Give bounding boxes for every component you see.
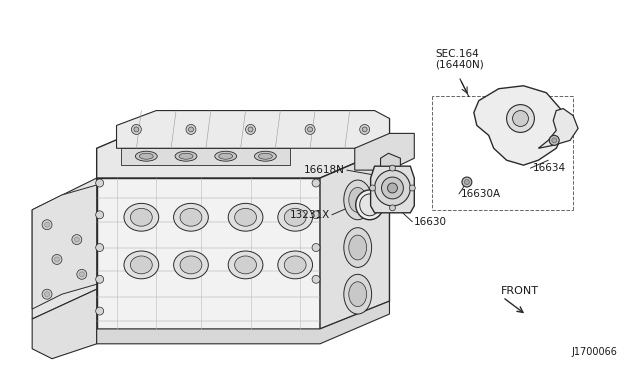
Circle shape	[52, 254, 62, 264]
Ellipse shape	[349, 235, 367, 260]
Ellipse shape	[180, 208, 202, 226]
Ellipse shape	[278, 203, 312, 231]
Circle shape	[381, 177, 403, 199]
Circle shape	[374, 170, 410, 206]
Text: SEC.164: SEC.164	[435, 49, 479, 59]
Circle shape	[131, 125, 141, 134]
Circle shape	[79, 272, 84, 277]
Circle shape	[552, 138, 557, 143]
Ellipse shape	[235, 256, 257, 274]
Polygon shape	[474, 86, 566, 165]
Ellipse shape	[344, 274, 372, 314]
Circle shape	[308, 127, 312, 132]
Ellipse shape	[136, 151, 157, 161]
Circle shape	[134, 127, 139, 132]
Circle shape	[77, 269, 87, 279]
Polygon shape	[122, 148, 290, 165]
Polygon shape	[32, 178, 97, 319]
Circle shape	[387, 183, 397, 193]
Circle shape	[360, 125, 370, 134]
Circle shape	[312, 275, 320, 283]
Ellipse shape	[173, 251, 209, 279]
Circle shape	[390, 205, 396, 211]
Circle shape	[72, 235, 82, 244]
Text: (16440N): (16440N)	[435, 60, 484, 70]
Circle shape	[390, 165, 396, 171]
Circle shape	[74, 237, 79, 242]
Text: J1700066: J1700066	[572, 347, 618, 357]
Circle shape	[312, 179, 320, 187]
Circle shape	[45, 222, 49, 227]
Ellipse shape	[344, 228, 372, 267]
Ellipse shape	[278, 251, 312, 279]
Polygon shape	[355, 134, 414, 170]
Ellipse shape	[228, 251, 263, 279]
Circle shape	[189, 127, 193, 132]
Polygon shape	[97, 119, 390, 178]
Circle shape	[305, 125, 315, 134]
Ellipse shape	[349, 282, 367, 307]
Circle shape	[362, 127, 367, 132]
Circle shape	[96, 244, 104, 251]
Circle shape	[465, 180, 469, 185]
Ellipse shape	[175, 151, 197, 161]
Ellipse shape	[360, 194, 380, 216]
Circle shape	[42, 289, 52, 299]
Ellipse shape	[228, 203, 263, 231]
Circle shape	[312, 211, 320, 219]
Ellipse shape	[349, 187, 367, 212]
Ellipse shape	[180, 256, 202, 274]
Ellipse shape	[284, 208, 306, 226]
Circle shape	[96, 179, 104, 187]
Ellipse shape	[255, 151, 276, 161]
Circle shape	[42, 220, 52, 230]
Text: 16618N: 16618N	[304, 165, 345, 175]
Polygon shape	[116, 110, 390, 148]
Ellipse shape	[284, 256, 306, 274]
Circle shape	[507, 105, 534, 132]
Text: 13231X: 13231X	[290, 210, 330, 220]
Ellipse shape	[131, 208, 152, 226]
Polygon shape	[97, 178, 320, 329]
Circle shape	[462, 177, 472, 187]
Circle shape	[410, 185, 415, 191]
Text: 16634: 16634	[532, 163, 566, 173]
Polygon shape	[538, 109, 578, 148]
Ellipse shape	[179, 153, 193, 159]
Circle shape	[248, 127, 253, 132]
Ellipse shape	[344, 180, 372, 220]
Circle shape	[549, 135, 559, 145]
Polygon shape	[32, 289, 97, 359]
Ellipse shape	[131, 256, 152, 274]
Polygon shape	[381, 153, 401, 166]
Circle shape	[312, 244, 320, 251]
Circle shape	[96, 211, 104, 219]
Circle shape	[513, 110, 529, 126]
Polygon shape	[371, 166, 414, 213]
Circle shape	[45, 292, 49, 296]
Text: FRONT: FRONT	[500, 286, 539, 296]
Ellipse shape	[356, 190, 383, 220]
Polygon shape	[320, 148, 390, 329]
Ellipse shape	[124, 251, 159, 279]
Circle shape	[186, 125, 196, 134]
Polygon shape	[97, 301, 390, 344]
Circle shape	[96, 275, 104, 283]
Ellipse shape	[173, 203, 209, 231]
Circle shape	[54, 257, 60, 262]
Polygon shape	[32, 185, 97, 309]
Circle shape	[246, 125, 255, 134]
Ellipse shape	[235, 208, 257, 226]
Ellipse shape	[124, 203, 159, 231]
Ellipse shape	[215, 151, 237, 161]
Circle shape	[96, 307, 104, 315]
Ellipse shape	[259, 153, 273, 159]
Ellipse shape	[140, 153, 153, 159]
Text: 16630A: 16630A	[461, 189, 501, 199]
Ellipse shape	[219, 153, 233, 159]
Text: 16630: 16630	[414, 217, 447, 227]
Circle shape	[370, 185, 376, 191]
